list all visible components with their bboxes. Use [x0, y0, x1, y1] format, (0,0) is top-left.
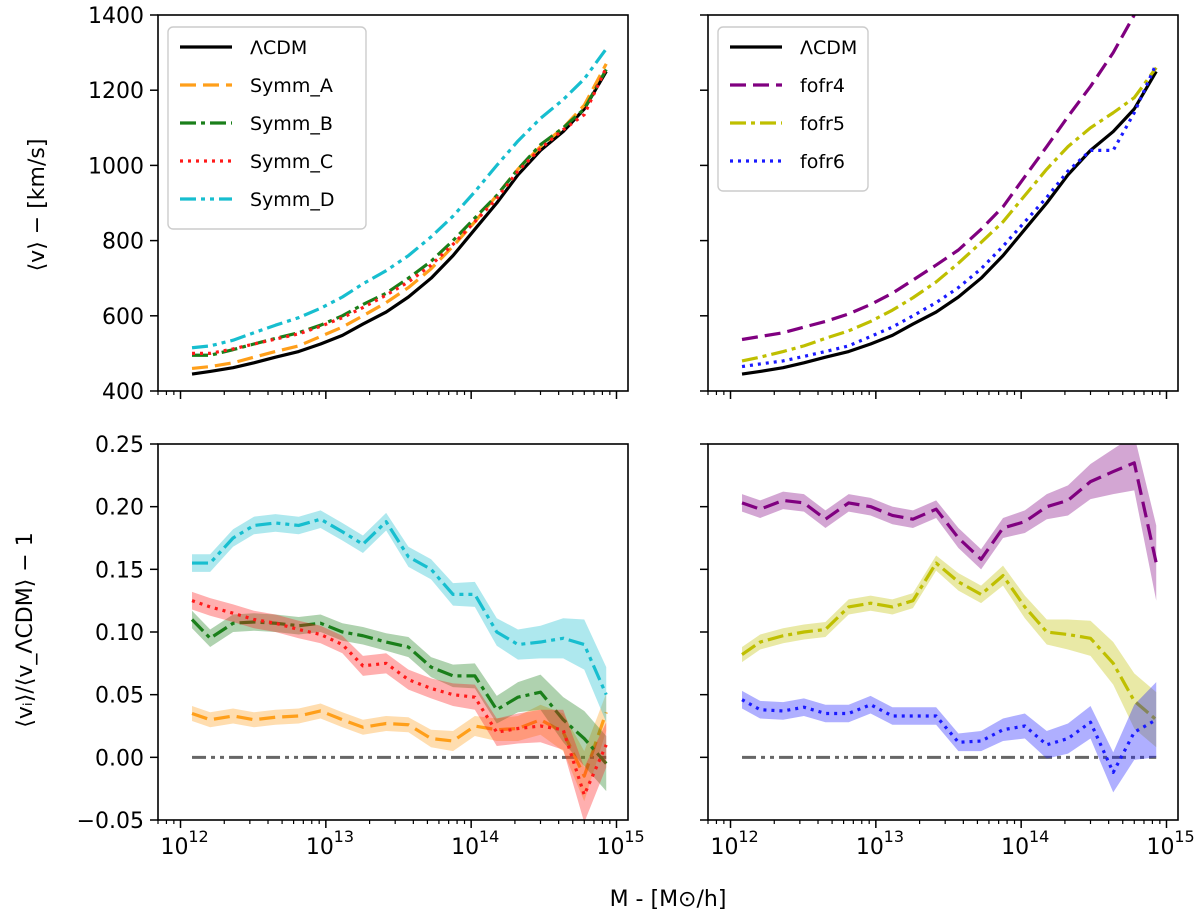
band-fofr6 [742, 682, 1157, 793]
series-line-Symm_B [190, 618, 608, 765]
band-Symm_D [192, 510, 607, 723]
y-tick-label: 400 [102, 380, 144, 405]
panel-top-left: 400 600 800 1000 1200 1400 ΛCDM Symm_A Symm_B Sym… [88, 4, 629, 405]
y-tick-label: 0.25 [95, 433, 144, 458]
band-fofr4 [742, 444, 1157, 601]
series-line-fofr5 [741, 66, 1158, 363]
top-y-axis-label: ⟨v⟩ − [km/s] [25, 139, 50, 272]
y-tick-label: 600 [102, 305, 144, 330]
series-line-fofr4 [741, 461, 1158, 564]
series-line-fofr6 [741, 63, 1158, 369]
series-line-ΛCDM [191, 70, 608, 376]
y-tick-label: 800 [102, 230, 144, 255]
legend-label: fofr6 [800, 151, 845, 173]
axes-frame [157, 14, 629, 392]
legend-label: Symm_D [250, 189, 334, 211]
plot-area [741, 444, 1158, 793]
panel-bottom-left: 10 12 10 13 10 14 10 15−0.050.000.050.100.150.2… [77, 433, 645, 860]
band-fofr5 [742, 555, 1157, 748]
legend-label: Symm_C [250, 151, 333, 173]
series-line-fofr4 [741, 15, 1136, 342]
x-tick-label: 10 [306, 835, 334, 860]
x-tick-exponent: 13 [334, 827, 354, 846]
x-tick-exponent: 12 [738, 827, 758, 846]
legend-box [717, 26, 869, 192]
legend-label: Symm_B [250, 113, 333, 135]
x-tick-label: 10 [596, 835, 624, 860]
panels: 400 600 800 1000 1200 1400 ΛCDM Symm_A Symm_B Sym… [77, 4, 1195, 860]
series-line-fofr5 [741, 561, 1158, 721]
series-line-Symm_D [192, 517, 608, 696]
plot-area [741, 15, 1158, 376]
series-line-Symm_C [192, 66, 608, 355]
x-tick-exponent: 14 [1029, 827, 1049, 846]
x-tick-label: 10 [856, 835, 884, 860]
x-tick-exponent: 14 [479, 827, 499, 846]
bottom-y-axis-label: ⟨vᵢ⟩/⟨v_ΛCDM⟩ − 1 [13, 532, 38, 727]
plot-area [191, 47, 608, 376]
y-tick-label: −0.05 [77, 809, 144, 834]
legend-label: ΛCDM [800, 37, 857, 59]
series-line-Symm_A [191, 709, 608, 778]
x-axis-label: M - [M⊙/h] [610, 887, 727, 912]
y-tick-label: 0.00 [95, 746, 144, 771]
x-tick-label: 10 [711, 835, 739, 860]
legend-label: ΛCDM [250, 37, 307, 59]
band-Symm_B [192, 610, 607, 792]
band-Symm_A [192, 693, 607, 802]
band-Symm_C [192, 591, 607, 820]
x-tick-label: 10 [1001, 835, 1029, 860]
y-tick-label: 1000 [88, 154, 144, 179]
legend-label: fofr4 [800, 75, 845, 97]
legend-label: fofr5 [800, 113, 845, 135]
plot-area [190, 510, 608, 820]
x-tick-exponent: 12 [188, 827, 208, 846]
x-tick-exponent: 13 [884, 827, 904, 846]
x-tick-label: 10 [451, 835, 479, 860]
y-tick-label: 1400 [88, 4, 144, 29]
x-tick-exponent: 15 [1174, 827, 1194, 846]
axes-frame [157, 443, 629, 821]
y-tick-label: 0.10 [95, 621, 144, 646]
legend: ΛCDM Symm_A Symm_B Symm_C Symm_D [167, 26, 367, 230]
axes-frame [707, 443, 1179, 821]
series-line-Symm_D [191, 47, 608, 350]
x-tick-exponent: 15 [624, 827, 644, 846]
legend: ΛCDM fofr4 fofr5 fofr6 [717, 26, 869, 192]
legend-box [167, 26, 367, 230]
axes-frame [707, 14, 1179, 392]
panel-top-right: ΛCDM fofr4 fofr5 fofr6 [700, 14, 1179, 399]
x-tick-label: 10 [1146, 835, 1174, 860]
y-tick-label: 0.05 [95, 684, 144, 709]
panel-bottom-right: 10 12 10 13 10 14 10 15 [700, 443, 1195, 860]
x-tick-label: 10 [161, 835, 189, 860]
y-tick-label: 0.20 [95, 496, 144, 521]
legend-label: Symm_A [250, 75, 333, 97]
y-tick-label: 0.15 [95, 558, 144, 583]
y-tick-label: 1200 [88, 79, 144, 104]
